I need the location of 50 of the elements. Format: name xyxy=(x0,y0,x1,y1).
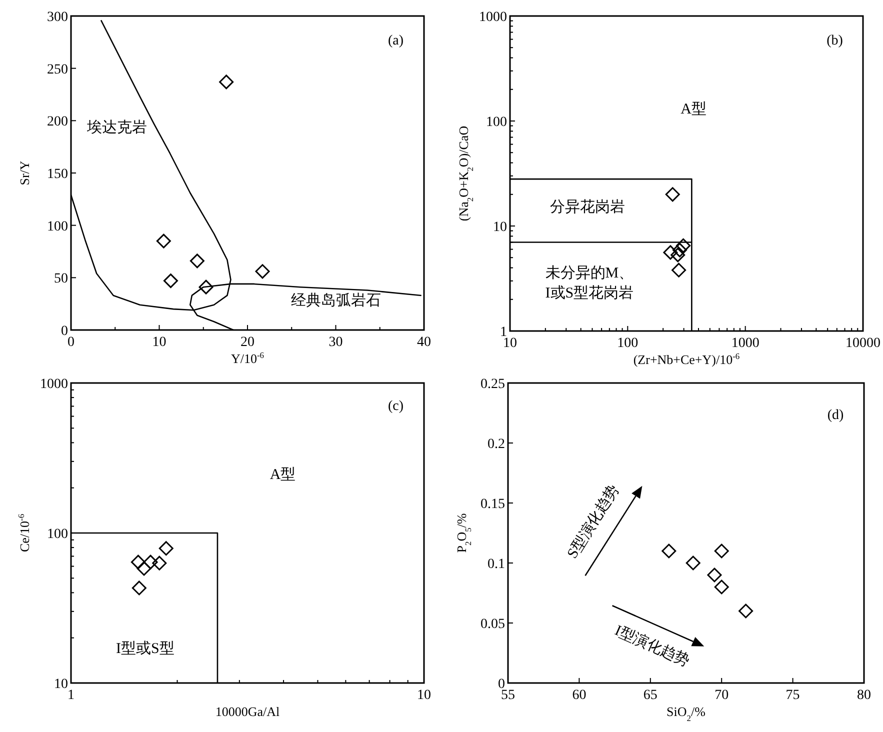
y-tick-label: 100 xyxy=(486,115,507,130)
annotation: (c) xyxy=(388,399,404,414)
y-axis-title: Sr/Y xyxy=(17,160,32,186)
x-tick-label: 75 xyxy=(786,688,800,703)
x-tick-label: 10 xyxy=(152,335,166,350)
y-tick-label: 0.15 xyxy=(480,497,505,512)
annotation: 埃达克岩 xyxy=(86,119,147,136)
y-tick-label: 100 xyxy=(47,527,68,542)
x-axis-title: (Zr+Nb+Ce+Y)/10$^{-6}$ xyxy=(633,351,740,367)
annotation: S型演化趋势 xyxy=(564,482,622,562)
y-tick-label: 150 xyxy=(47,167,68,182)
y-tick-label: 1000 xyxy=(40,377,68,392)
annotation: (d) xyxy=(827,408,844,423)
annotation: (b) xyxy=(826,33,844,48)
annotation: A型 xyxy=(680,100,706,118)
x-tick-label: 10 xyxy=(417,688,431,703)
y-tick-label: 100 xyxy=(47,219,68,234)
y-tick-label: 10 xyxy=(493,220,507,235)
x-tick-label: 20 xyxy=(240,335,254,350)
y-tick-label: 0.1 xyxy=(488,557,505,572)
y-tick-label: 200 xyxy=(47,114,68,130)
x-axis-title: 10000Ga/Al xyxy=(215,704,280,719)
x-tick-label: 70 xyxy=(714,688,729,703)
annotation: I型或S型 xyxy=(116,640,174,657)
annotation: 经典岛弧岩石 xyxy=(290,292,381,309)
x-tick-label: 80 xyxy=(857,688,871,703)
y-tick-label: 10 xyxy=(54,677,68,692)
x-tick-label: 40 xyxy=(417,335,431,350)
x-tick-label: 10000 xyxy=(846,336,880,351)
x-tick-label: 100 xyxy=(617,336,638,351)
x-tick-label: 55 xyxy=(501,688,515,703)
y-tick-label: 300 xyxy=(47,10,68,25)
y-tick-label: 50 xyxy=(54,272,68,287)
y-tick-label: 1000 xyxy=(479,10,507,25)
annotation: 分异花岗岩 xyxy=(550,198,626,216)
annotation: (a) xyxy=(388,33,404,48)
x-axis-title: Y/10$^{-6}$ xyxy=(230,350,264,366)
x-tick-label: 30 xyxy=(328,335,343,350)
y-tick-label: 0.2 xyxy=(488,437,505,452)
x-tick-label: 60 xyxy=(572,688,586,703)
y-tick-label: 0.25 xyxy=(480,377,505,392)
y-tick-label: 0.05 xyxy=(480,617,505,632)
y-tick-label: 0 xyxy=(61,324,68,339)
y-tick-label: 250 xyxy=(47,62,68,78)
x-tick-label: 65 xyxy=(643,688,658,703)
annotation: I型演化趋势 xyxy=(612,622,692,670)
annotation: A型 xyxy=(270,466,296,483)
x-tick-label: 1000 xyxy=(731,336,760,351)
annotation: 未分异的M、 I或S型花岗岩 xyxy=(545,264,634,302)
x-axis-title: SiO$_{2}$/% xyxy=(666,704,706,723)
